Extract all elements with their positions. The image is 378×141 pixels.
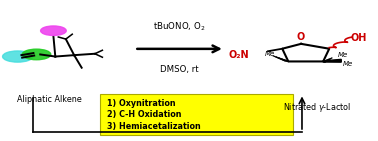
Text: OH: OH [350, 33, 367, 43]
Text: Me: Me [342, 61, 353, 67]
Text: DMSO, rt: DMSO, rt [160, 65, 199, 74]
Text: Me: Me [338, 52, 348, 58]
Text: O₂N: O₂N [229, 50, 249, 60]
Text: 2) C-H Oxidation: 2) C-H Oxidation [107, 110, 182, 119]
Circle shape [3, 51, 33, 62]
Text: Aliphatic Alkene: Aliphatic Alkene [17, 95, 82, 104]
Text: O: O [297, 32, 305, 42]
Text: tBuONO, O$_2$: tBuONO, O$_2$ [153, 21, 206, 33]
Text: 1) Oxynitration: 1) Oxynitration [107, 99, 176, 108]
FancyBboxPatch shape [101, 94, 293, 135]
Text: Me: Me [265, 51, 275, 57]
Text: Nitrated $\gamma$-Lactol: Nitrated $\gamma$-Lactol [283, 101, 351, 114]
Circle shape [22, 49, 51, 60]
Circle shape [40, 26, 66, 35]
Text: 3) Hemiacetalization: 3) Hemiacetalization [107, 122, 201, 131]
Polygon shape [323, 59, 341, 62]
